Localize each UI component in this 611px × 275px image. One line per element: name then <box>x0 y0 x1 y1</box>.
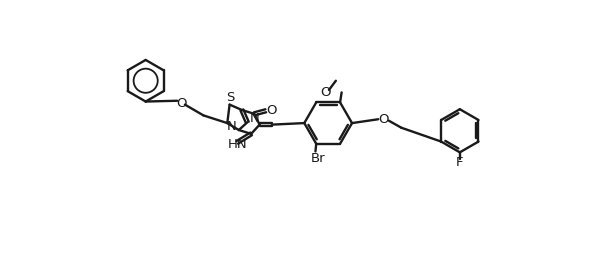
Text: S: S <box>226 91 235 104</box>
Text: N: N <box>226 120 236 133</box>
Text: O: O <box>378 113 389 126</box>
Text: N: N <box>250 112 260 125</box>
Text: O: O <box>320 86 331 99</box>
Text: Br: Br <box>311 152 326 165</box>
Text: O: O <box>176 97 186 109</box>
Text: F: F <box>456 156 464 169</box>
Text: HN: HN <box>227 138 247 151</box>
Text: O: O <box>266 104 276 117</box>
